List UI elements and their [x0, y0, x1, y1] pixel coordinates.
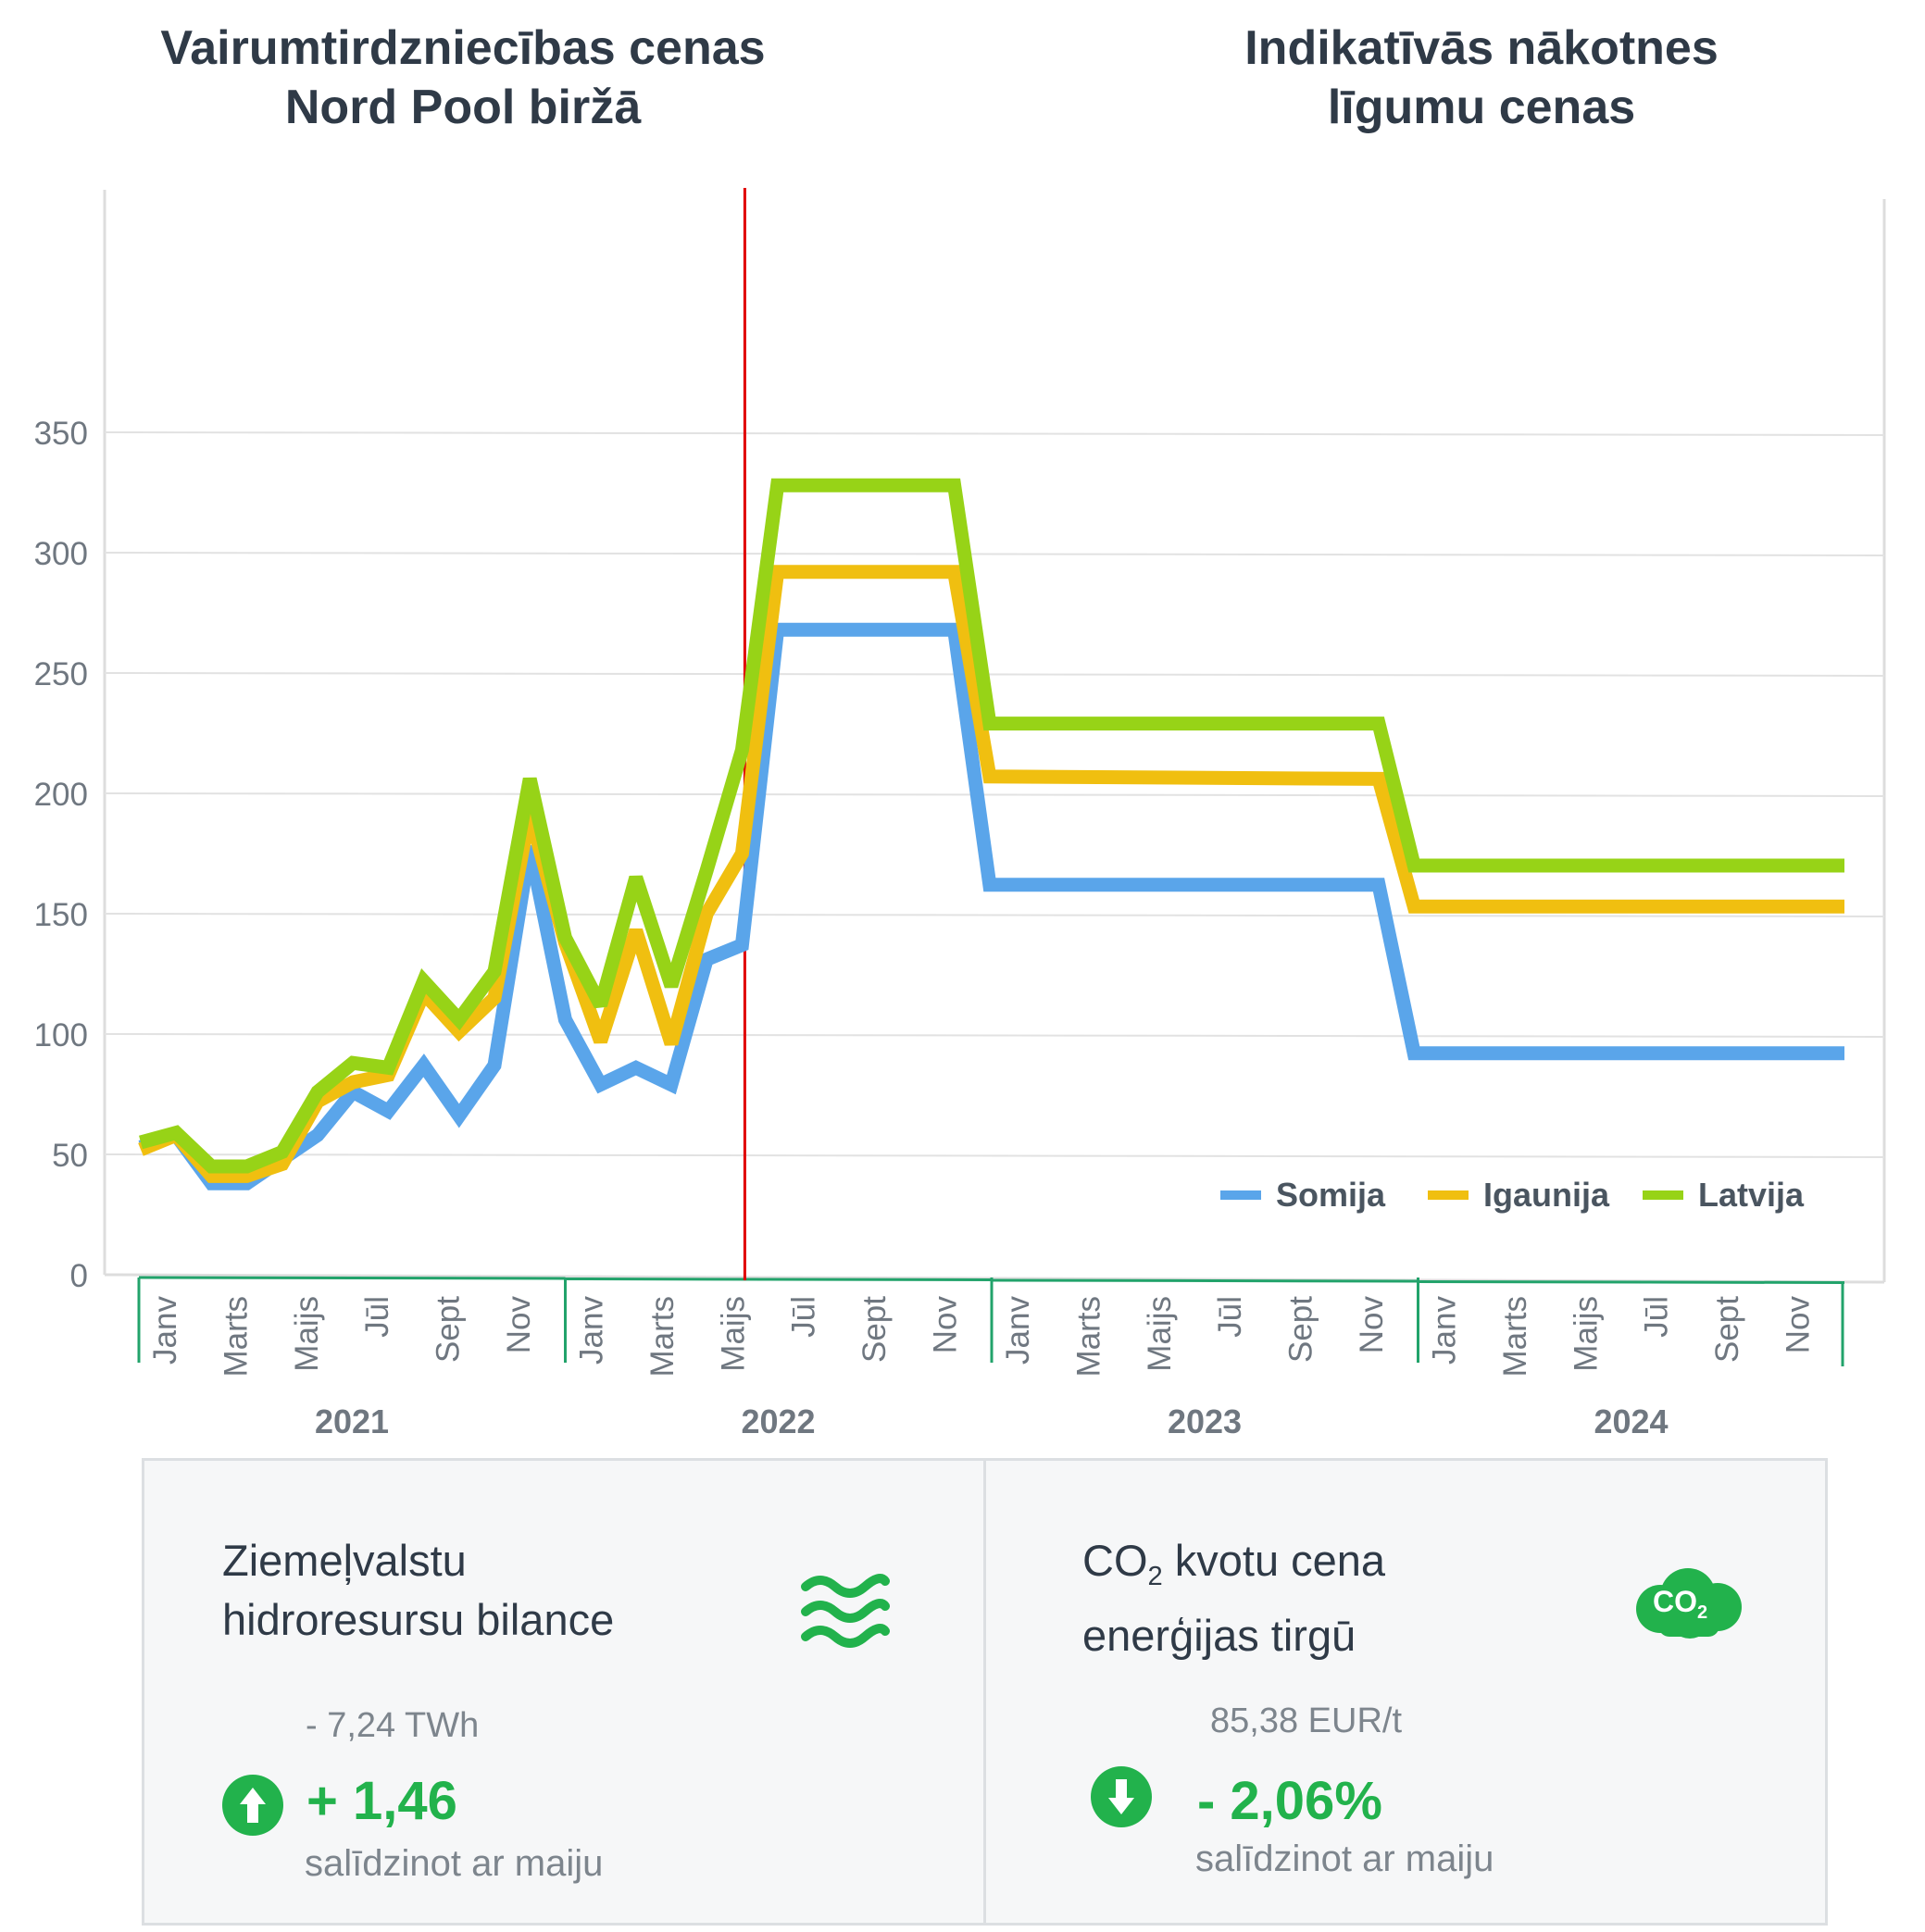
y-tick-label-350: 350: [34, 416, 88, 452]
right-title-line1: Indikatīvās nākotnes: [1244, 21, 1719, 75]
y-tick-label-300: 300: [34, 536, 88, 572]
year-label-2022: 2022: [741, 1402, 815, 1440]
co2-title-sub: 2: [1147, 1562, 1163, 1592]
co2-change-value: - 2,06%: [1197, 1771, 1382, 1831]
arrow-up-icon: [222, 1775, 283, 1836]
month-label-2023-Jūl: Jūl: [1212, 1296, 1248, 1338]
hydro-balance-card: Ziemeļvalstu hidroresursu bilance - 7,24…: [142, 1458, 986, 1926]
co2-cloud-icon: CO2: [1632, 1566, 1748, 1640]
gridline-200: [104, 792, 1885, 797]
left-title: Vairumtirdzniecības cenas Nord Pool birž…: [139, 19, 787, 137]
month-label-2022-Sept: Sept: [856, 1296, 893, 1363]
grid-lines: [103, 190, 1886, 1284]
month-label-2024-Jūl: Jūl: [1639, 1296, 1675, 1338]
month-label-2021-Marts: Marts: [218, 1296, 254, 1377]
hydro-title-line1: Ziemeļvalstu: [222, 1536, 467, 1585]
co2-title-prefix: CO: [1082, 1536, 1148, 1585]
hydro-title-line2: hidroresursu bilance: [222, 1595, 615, 1644]
left-title-line2: Nord Pool biržā: [284, 81, 642, 134]
month-label-2023-Sept: Sept: [1283, 1296, 1319, 1363]
y-tick-labels: 0 50 100 150 200 250 300 350: [34, 416, 88, 1294]
month-label-2022-Jūl: Jūl: [786, 1296, 822, 1338]
y-tick-label-50: 50: [52, 1138, 88, 1174]
month-label-2022-Maijs: Maijs: [715, 1296, 751, 1372]
y-tick-label-250: 250: [34, 656, 88, 692]
year-bracket-top-2022: [565, 1278, 993, 1281]
month-label-2023-Marts: Marts: [1070, 1296, 1106, 1377]
year-label-2021: 2021: [315, 1402, 389, 1440]
month-label-2021-Maijs: Maijs: [289, 1296, 325, 1372]
year-label-2024: 2024: [1594, 1402, 1668, 1440]
co2-icon-sub: 2: [1697, 1602, 1708, 1623]
x-axis: 2021 Janv Marts Maijs Jūl Sept Nov 2022 Janv Mart…: [137, 1276, 1845, 1440]
month-label-2024-Marts: Marts: [1497, 1296, 1533, 1377]
gridline-50: [104, 1153, 1885, 1158]
y-tick-label-200: 200: [34, 777, 88, 813]
month-label-2022-Nov: Nov: [928, 1296, 964, 1354]
y-tick-label-150: 150: [34, 897, 88, 933]
y-tick-label-100: 100: [34, 1017, 88, 1053]
month-label-2024-Sept: Sept: [1709, 1296, 1745, 1363]
month-label-2021-Janv: Janv: [147, 1296, 183, 1365]
gridline-300: [104, 552, 1885, 556]
co2-icon-text: CO: [1653, 1585, 1697, 1618]
month-label-2022-Janv: Janv: [574, 1296, 610, 1365]
arrow-down-icon: [1091, 1766, 1152, 1827]
gridline-350: [104, 431, 1885, 436]
legend-label-igaunija: Igaunija: [1483, 1176, 1610, 1214]
series-lines: [138, 478, 1844, 1190]
waves-icon: [801, 1574, 890, 1648]
year-label-2023: 2023: [1168, 1402, 1242, 1440]
year-bracket-top-2024: [1418, 1280, 1845, 1284]
y-tick-label-0: 0: [70, 1258, 88, 1294]
co2-comparison-note: salīdzinot ar maiju: [1195, 1839, 1494, 1879]
co2-title-rest: kvotu cena: [1162, 1536, 1386, 1585]
co2-title-line2: enerģijas tirgū: [1082, 1611, 1356, 1661]
month-label-2022-Marts: Marts: [644, 1296, 681, 1377]
month-label-2021-Jūl: Jūl: [359, 1296, 395, 1338]
gridline-250: [104, 672, 1885, 677]
month-label-2021-Sept: Sept: [431, 1296, 467, 1363]
price-chart: 0 50 100 150 200 250 300 350 2021 Janv Marts Maijs…: [34, 188, 1886, 1440]
hydro-card-title: Ziemeļvalstu hidroresursu bilance: [222, 1531, 614, 1650]
hydro-reference-value: - 7,24 TWh: [306, 1706, 480, 1745]
series-line-somija: [138, 622, 1844, 1190]
series-line-latvija: [139, 478, 1844, 1174]
month-label-2021-Nov: Nov: [501, 1296, 537, 1354]
legend-label-somija: Somija: [1276, 1176, 1386, 1214]
legend: Somija Igaunija Latvija: [1220, 1176, 1805, 1214]
month-label-2023-Maijs: Maijs: [1142, 1296, 1178, 1372]
hydro-comparison-note: salīdzinot ar maiju: [305, 1843, 604, 1884]
month-label-2023-Janv: Janv: [1000, 1296, 1036, 1365]
hydro-change-value: + 1,46: [306, 1771, 457, 1831]
month-label-2024-Nov: Nov: [1781, 1296, 1817, 1354]
left-title-line1: Vairumtirdzniecības cenas: [160, 21, 766, 75]
right-title: Indikatīvās nākotnes līgumu cenas: [1157, 19, 1806, 137]
co2-price-card: CO2 kvotu cena enerģijas tirgū CO2 85,38…: [983, 1458, 1828, 1926]
legend-label-latvija: Latvija: [1698, 1176, 1805, 1214]
month-label-2024-Janv: Janv: [1427, 1296, 1463, 1365]
co2-card-title: CO2 kvotu cena enerģijas tirgū: [1082, 1531, 1385, 1665]
month-label-2024-Maijs: Maijs: [1568, 1296, 1604, 1372]
year-bracket-top-2023: [991, 1278, 1419, 1283]
month-label-2023-Nov: Nov: [1354, 1296, 1390, 1354]
gridline-150: [104, 913, 1885, 917]
gridline-100: [104, 1033, 1885, 1038]
co2-reference-value: 85,38 EUR/t: [1210, 1701, 1402, 1740]
right-title-line2: līgumu cenas: [1327, 81, 1636, 134]
